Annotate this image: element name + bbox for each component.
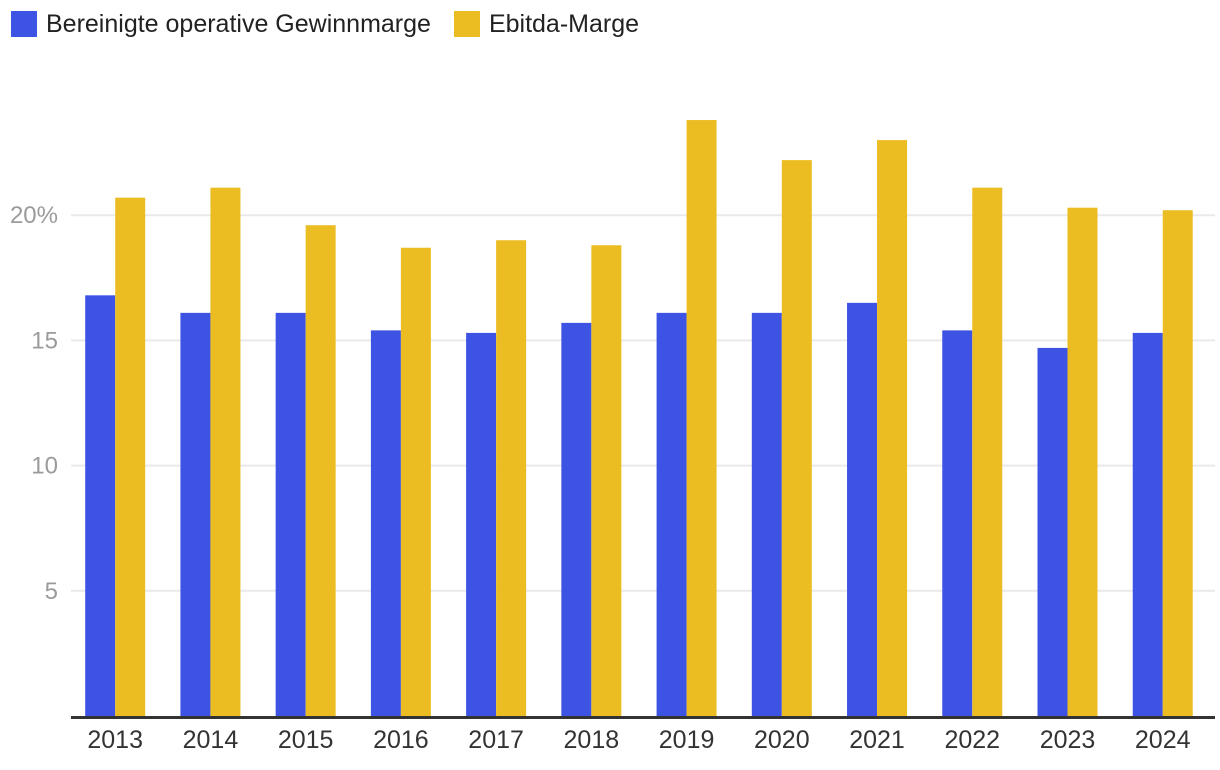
bar-2019-bereinigte-operative-gewinnmarge[interactable] <box>656 312 687 716</box>
x-axis-label-2022: 2022 <box>944 726 1000 754</box>
legend-item-bereinigte-operative-gewinnmarge: Bereinigte operative Gewinnmarge <box>11 11 431 37</box>
bar-2021-ebitda-marge[interactable] <box>877 140 908 716</box>
bar-2017-bereinigte-operative-gewinnmarge[interactable] <box>466 332 497 716</box>
legend-label-bereinigte-operative-gewinnmarge: Bereinigte operative Gewinnmarge <box>46 10 431 38</box>
legend-swatch-blue-icon <box>11 11 37 37</box>
x-axis-label-2021: 2021 <box>849 726 905 754</box>
bar-2013-bereinigte-operative-gewinnmarge[interactable] <box>85 295 116 716</box>
legend-item-ebitda-marge: Ebitda-Marge <box>453 10 640 38</box>
bar-2018-bereinigte-operative-gewinnmarge[interactable] <box>561 322 592 716</box>
bar-2020-ebitda-marge[interactable] <box>781 160 812 716</box>
chart-legend: Bereinigte operative Gewinnmarge Ebitda-… <box>11 11 639 37</box>
x-axis-baseline <box>71 716 1215 719</box>
x-axis-label-2019: 2019 <box>659 726 715 754</box>
bar-2024-bereinigte-operative-gewinnmarge[interactable] <box>1132 332 1163 716</box>
bar-2023-ebitda-marge[interactable] <box>1067 207 1098 717</box>
y-axis-tick-label-5: 5 <box>45 578 58 605</box>
bar-2015-bereinigte-operative-gewinnmarge[interactable] <box>275 312 306 716</box>
bar-2024-ebitda-marge[interactable] <box>1162 210 1193 716</box>
legend-label-ebitda-marge: Ebitda-Marge <box>488 10 640 38</box>
x-axis-label-2013: 2013 <box>87 726 143 754</box>
bar-2020-bereinigte-operative-gewinnmarge[interactable] <box>751 312 782 716</box>
bar-2022-bereinigte-operative-gewinnmarge[interactable] <box>942 330 973 716</box>
bar-2016-ebitda-marge[interactable] <box>400 247 431 716</box>
x-axis-label-2016: 2016 <box>373 726 429 754</box>
x-axis-label-2014: 2014 <box>183 726 239 754</box>
bar-2014-bereinigte-operative-gewinnmarge[interactable] <box>180 312 211 716</box>
bar-2021-bereinigte-operative-gewinnmarge[interactable] <box>847 302 878 716</box>
bar-2018-ebitda-marge[interactable] <box>591 245 622 717</box>
bar-2015-ebitda-marge[interactable] <box>305 225 336 716</box>
x-axis-label-2024: 2024 <box>1135 726 1191 754</box>
bar-2014-ebitda-marge[interactable] <box>210 187 241 716</box>
x-axis-label-2023: 2023 <box>1040 726 1096 754</box>
bar-2023-bereinigte-operative-gewinnmarge[interactable] <box>1037 347 1068 716</box>
bar-2013-ebitda-marge[interactable] <box>115 197 146 716</box>
x-axis-label-2015: 2015 <box>278 726 334 754</box>
x-axis-label-2018: 2018 <box>564 726 620 754</box>
bar-2019-ebitda-marge[interactable] <box>686 120 717 717</box>
y-axis-tick-label-10: 10 <box>31 453 58 480</box>
y-axis-tick-label-20: 20% <box>10 202 58 229</box>
x-axis-label-2017: 2017 <box>468 726 524 754</box>
bar-2016-bereinigte-operative-gewinnmarge[interactable] <box>370 330 401 716</box>
bar-2017-ebitda-marge[interactable] <box>496 240 527 717</box>
x-axis-label-2020: 2020 <box>754 726 810 754</box>
legend-swatch-yellow-icon <box>453 11 480 37</box>
y-axis-tick-label-15: 15 <box>31 327 58 354</box>
bar-2022-ebitda-marge[interactable] <box>972 187 1003 716</box>
